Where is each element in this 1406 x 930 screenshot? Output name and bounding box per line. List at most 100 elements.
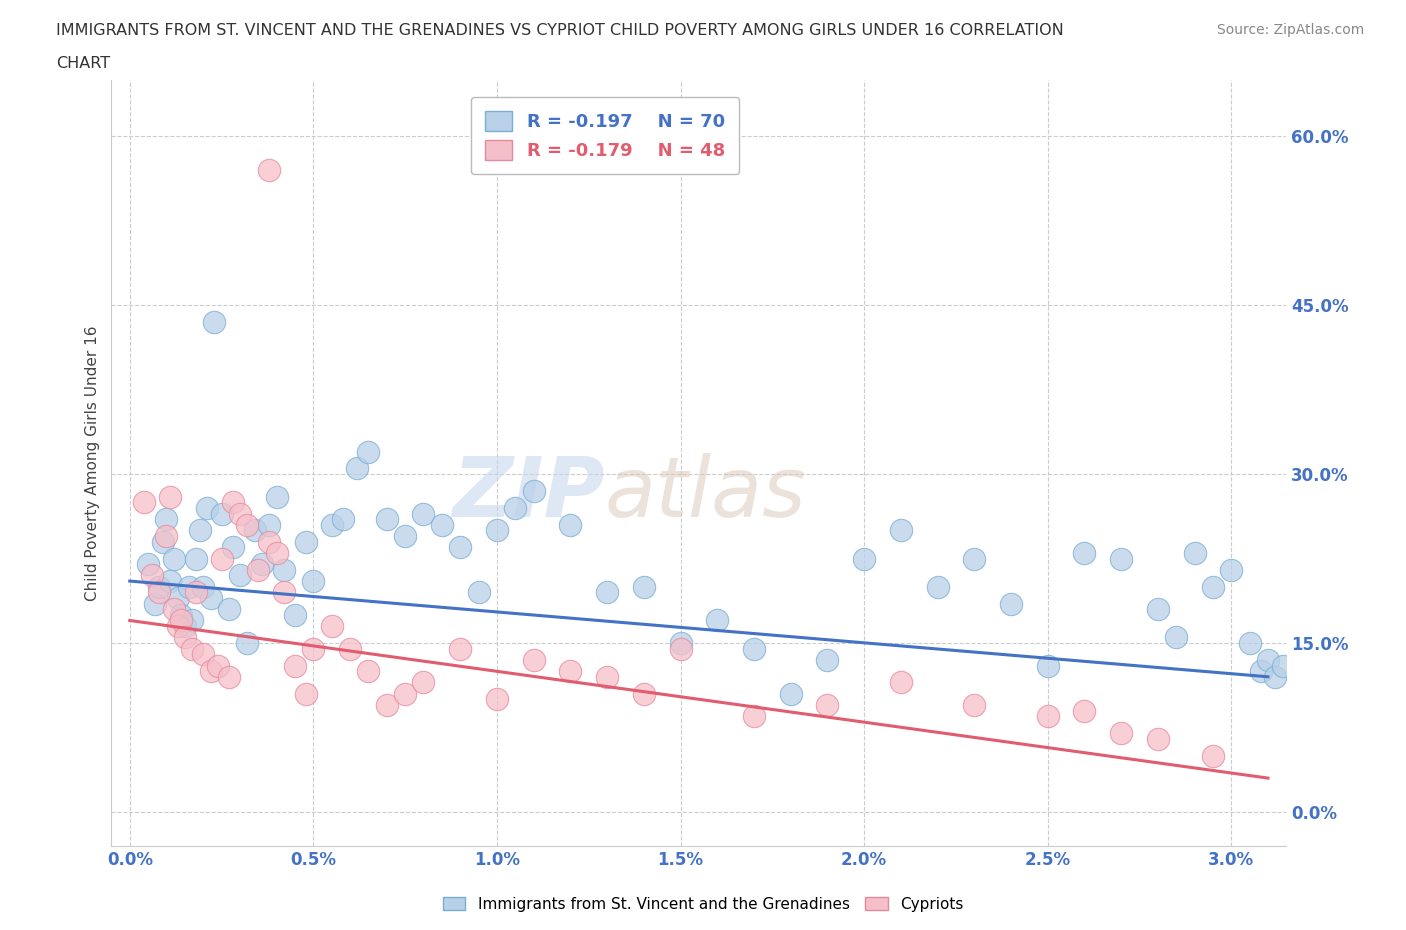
Point	[145, 596, 167, 611]
Point	[1250, 664, 1272, 679]
Point	[202, 314, 225, 329]
Point	[321, 618, 343, 633]
Point	[332, 512, 354, 526]
Point	[200, 664, 222, 679]
Point	[295, 686, 318, 701]
Point	[706, 613, 728, 628]
Point	[141, 568, 163, 583]
Point	[152, 534, 174, 549]
Point	[1239, 635, 1261, 650]
Point	[963, 551, 986, 566]
Point	[173, 618, 195, 633]
Y-axis label: Child Poverty Among Girls Under 16: Child Poverty Among Girls Under 16	[86, 326, 100, 601]
Point	[295, 534, 318, 549]
Legend: Immigrants from St. Vincent and the Grenadines, Cypriots: Immigrants from St. Vincent and the Gren…	[436, 890, 970, 918]
Point	[375, 698, 398, 712]
Point	[211, 506, 233, 521]
Legend: R = -0.197    N = 70, R = -0.179    N = 48: R = -0.197 N = 70, R = -0.179 N = 48	[471, 97, 740, 175]
Point	[1257, 653, 1279, 668]
Point	[284, 658, 307, 673]
Point	[221, 495, 243, 510]
Point	[503, 500, 526, 515]
Text: Source: ZipAtlas.com: Source: ZipAtlas.com	[1216, 23, 1364, 37]
Point	[1146, 731, 1168, 746]
Point	[449, 641, 471, 656]
Point	[284, 607, 307, 622]
Point	[163, 602, 186, 617]
Point	[163, 551, 186, 566]
Point	[221, 539, 243, 554]
Point	[148, 579, 170, 594]
Point	[1220, 563, 1243, 578]
Point	[412, 675, 434, 690]
Point	[273, 585, 295, 600]
Point	[188, 523, 211, 538]
Point	[177, 579, 200, 594]
Point	[259, 517, 281, 532]
Point	[193, 646, 215, 661]
Point	[159, 489, 181, 504]
Point	[1146, 602, 1168, 617]
Point	[1264, 670, 1286, 684]
Point	[1109, 725, 1132, 740]
Point	[669, 641, 692, 656]
Point	[339, 641, 361, 656]
Text: CHART: CHART	[56, 56, 110, 71]
Point	[247, 563, 270, 578]
Point	[266, 489, 288, 504]
Point	[159, 574, 181, 589]
Point	[560, 664, 582, 679]
Point	[173, 630, 195, 644]
Point	[229, 568, 252, 583]
Point	[375, 512, 398, 526]
Point	[229, 506, 252, 521]
Point	[1109, 551, 1132, 566]
Point	[1073, 546, 1095, 561]
Point	[193, 579, 215, 594]
Point	[633, 686, 655, 701]
Point	[449, 539, 471, 554]
Point	[485, 523, 508, 538]
Point	[181, 613, 204, 628]
Point	[963, 698, 986, 712]
Point	[890, 675, 912, 690]
Point	[394, 528, 416, 543]
Point	[195, 500, 218, 515]
Point	[321, 517, 343, 532]
Point	[273, 563, 295, 578]
Point	[134, 495, 156, 510]
Point	[211, 551, 233, 566]
Point	[259, 534, 281, 549]
Point	[1073, 703, 1095, 718]
Point	[1202, 748, 1225, 763]
Point	[1000, 596, 1022, 611]
Point	[136, 557, 159, 572]
Point	[485, 692, 508, 707]
Point	[596, 585, 619, 600]
Point	[467, 585, 489, 600]
Point	[346, 461, 368, 476]
Point	[302, 641, 325, 656]
Point	[155, 512, 177, 526]
Point	[218, 602, 240, 617]
Point	[815, 653, 838, 668]
Point	[596, 670, 619, 684]
Point	[1036, 709, 1059, 724]
Point	[742, 709, 765, 724]
Point	[200, 591, 222, 605]
Point	[166, 618, 188, 633]
Point	[357, 664, 380, 679]
Point	[218, 670, 240, 684]
Point	[181, 641, 204, 656]
Point	[302, 574, 325, 589]
Point	[148, 585, 170, 600]
Point	[243, 523, 266, 538]
Point	[155, 528, 177, 543]
Point	[560, 517, 582, 532]
Point	[523, 653, 546, 668]
Point	[927, 579, 949, 594]
Text: IMMIGRANTS FROM ST. VINCENT AND THE GRENADINES VS CYPRIOT CHILD POVERTY AMONG GI: IMMIGRANTS FROM ST. VINCENT AND THE GREN…	[56, 23, 1064, 38]
Text: ZIP: ZIP	[453, 453, 605, 534]
Point	[412, 506, 434, 521]
Point	[1036, 658, 1059, 673]
